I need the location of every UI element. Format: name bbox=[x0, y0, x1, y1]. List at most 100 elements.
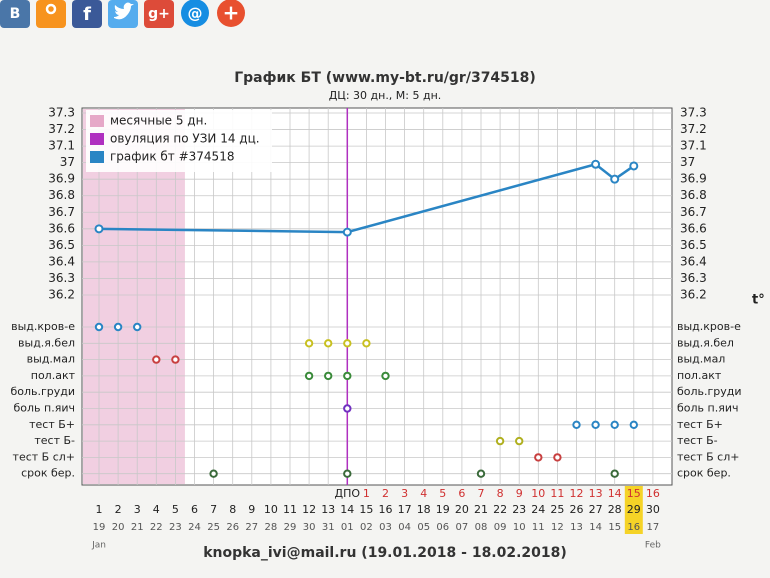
date-label: 03 bbox=[379, 522, 392, 533]
date-label: 05 bbox=[417, 522, 430, 533]
symptom-dot bbox=[610, 420, 619, 429]
y2-tick-label: 36.3 bbox=[680, 271, 707, 285]
x-tick-label: 26 bbox=[570, 503, 584, 516]
share-bar: В f g+ @ + bbox=[0, 0, 245, 28]
symptom-dot bbox=[515, 436, 524, 446]
symptom-dot bbox=[572, 420, 581, 429]
x-tick-label: 28 bbox=[608, 503, 622, 516]
temperature-point bbox=[94, 224, 104, 234]
symptom-dot bbox=[343, 469, 352, 478]
x-tick-label: 4 bbox=[153, 503, 160, 516]
vk-button[interactable] bbox=[0, 0, 30, 28]
date-label: 24 bbox=[188, 522, 201, 533]
dpo-label: 10 bbox=[531, 487, 545, 500]
y2-tick-label: 36.9 bbox=[680, 172, 707, 186]
dpo-label: 5 bbox=[439, 487, 446, 500]
y-tick-label: 36.5 bbox=[48, 238, 75, 252]
legend-swatch bbox=[90, 133, 104, 145]
more-button[interactable] bbox=[217, 0, 245, 27]
symptom-dot bbox=[591, 420, 600, 429]
y-tick-label: 37.2 bbox=[48, 122, 75, 136]
y2-tick-label: 36.2 bbox=[680, 288, 707, 302]
x-tick-label: 12 bbox=[302, 503, 316, 516]
x-tick-label: 6 bbox=[191, 503, 198, 516]
email-icon: @ bbox=[188, 5, 203, 23]
symptom-label: тест Б- bbox=[34, 434, 75, 447]
dpo-label: 16 bbox=[646, 487, 660, 500]
symptom-label-right: выд.мал bbox=[677, 353, 725, 366]
y2-tick-label: 36.8 bbox=[680, 188, 707, 202]
symptom-dot bbox=[362, 339, 371, 348]
y-tick-label: 37.1 bbox=[48, 139, 75, 153]
symptom-label-right: боль.груди bbox=[677, 385, 742, 398]
symptom-label: пол.акт bbox=[31, 369, 76, 382]
symptom-label-right: тест Б+ bbox=[677, 418, 723, 431]
date-label: 26 bbox=[226, 522, 239, 533]
chart-title: График БТ (www.my-bt.ru/gr/374518) bbox=[234, 70, 536, 86]
vk-icon: В bbox=[10, 6, 21, 22]
date-label: 01 bbox=[341, 522, 354, 533]
dpo-label: 11 bbox=[550, 487, 564, 500]
x-tick-label: 2 bbox=[115, 503, 122, 516]
symptom-dot bbox=[343, 404, 352, 413]
legend-swatch bbox=[90, 115, 104, 127]
y2-tick-label: 37.3 bbox=[680, 106, 707, 120]
dpo-label: 12 bbox=[570, 487, 584, 500]
symptom-dot bbox=[304, 371, 314, 381]
highlight-day bbox=[624, 486, 643, 534]
symptom-dot bbox=[629, 420, 638, 429]
y2-tick-label: 37.1 bbox=[680, 139, 707, 153]
chart-layer: 1192203214225236247258269271028112912301… bbox=[10, 106, 741, 551]
more-icon: + bbox=[223, 1, 240, 25]
symptom-label-right: боль п.яич bbox=[677, 402, 738, 415]
x-tick-label: 23 bbox=[512, 503, 526, 516]
date-label: 16 bbox=[627, 522, 640, 533]
date-label: 07 bbox=[456, 522, 469, 533]
date-label: 23 bbox=[169, 522, 182, 533]
temperature-point bbox=[610, 174, 620, 184]
x-tick-label: 16 bbox=[379, 503, 393, 516]
symptom-label: боль.груди bbox=[10, 385, 75, 398]
gplus-icon: g+ bbox=[148, 6, 170, 22]
facebook-icon: f bbox=[83, 4, 91, 25]
y-tick-label: 36.7 bbox=[48, 205, 75, 219]
symptom-label: тест Б+ bbox=[29, 418, 75, 431]
x-tick-label: 19 bbox=[436, 503, 450, 516]
footer: knopka_ivi@mail.ru (19.01.2018 - 18.02.2… bbox=[203, 545, 567, 561]
x-tick-label: 1 bbox=[96, 503, 103, 516]
date-label: 19 bbox=[93, 522, 106, 533]
symptom-dot bbox=[476, 469, 486, 478]
symptom-dot bbox=[553, 453, 562, 462]
legend-label: овуляция по УЗИ 14 дц. bbox=[110, 132, 260, 146]
x-tick-label: 11 bbox=[283, 503, 297, 516]
legend-label: график бт #374518 bbox=[110, 150, 234, 164]
date-label: 08 bbox=[475, 522, 488, 533]
date-label: 25 bbox=[207, 522, 220, 533]
date-label: 12 bbox=[551, 522, 564, 533]
date-label: 14 bbox=[589, 522, 602, 533]
y-tick-label: 36.4 bbox=[48, 254, 75, 268]
symptom-dot bbox=[133, 322, 142, 332]
date-label: 10 bbox=[513, 522, 526, 533]
temperature-point bbox=[629, 161, 639, 171]
date-label: 17 bbox=[647, 522, 660, 533]
legend-label: месячные 5 дн. bbox=[110, 114, 207, 128]
y2-tick-label: 36.4 bbox=[680, 254, 707, 268]
symptom-dot bbox=[343, 371, 352, 381]
symptom-label-right: пол.акт bbox=[677, 369, 722, 382]
email-button[interactable] bbox=[181, 0, 209, 27]
symptom-label: боль п.яич bbox=[14, 402, 75, 415]
y-tick-label: 37 bbox=[60, 155, 75, 169]
y2-tick-label: 37.2 bbox=[680, 122, 707, 136]
x-tick-label: 5 bbox=[172, 503, 179, 516]
x-tick-label: 30 bbox=[646, 503, 660, 516]
x-tick-label: 18 bbox=[417, 503, 431, 516]
legend-box bbox=[86, 110, 272, 172]
symptom-label-right: тест Б- bbox=[677, 434, 718, 447]
symptom-dot bbox=[343, 339, 352, 348]
temperature-point bbox=[342, 227, 352, 237]
facebook-button[interactable] bbox=[72, 0, 102, 28]
gplus-button[interactable] bbox=[144, 0, 174, 28]
x-tick-label: 7 bbox=[210, 503, 217, 516]
